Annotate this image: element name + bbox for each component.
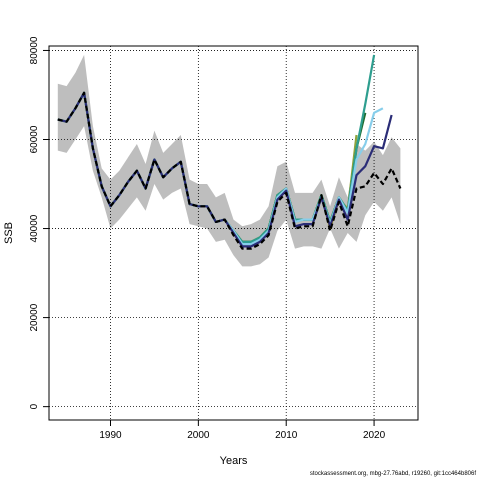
y-tick-label: 20000 (29, 303, 40, 331)
x-tick-label: 2010 (275, 430, 298, 441)
confidence-band (57, 54, 401, 267)
axis-layer: 1990 2000 2010 2020 0 20000 40000 60000 80000 (29, 36, 386, 441)
series-line (57, 91, 402, 250)
x-axis-title: Years (220, 455, 248, 467)
grid-layer (49, 46, 418, 420)
x-tick-label: 2000 (187, 430, 210, 441)
y-tick-label: 40000 (29, 214, 40, 242)
y-axis-title: SSB (3, 222, 15, 244)
plot-frame (48, 45, 419, 421)
x-tick-label: 1990 (99, 430, 122, 441)
y-tick-label: 60000 (29, 125, 40, 153)
x-tick-label: 2020 (363, 430, 386, 441)
credit-text: stockassessment.org, mbg-27.76abd, r1926… (309, 471, 476, 477)
y-tick-label: 80000 (29, 36, 40, 64)
confidence-band-layer (57, 54, 401, 267)
series-layer (57, 54, 402, 250)
y-tick-label: 0 (29, 403, 40, 409)
